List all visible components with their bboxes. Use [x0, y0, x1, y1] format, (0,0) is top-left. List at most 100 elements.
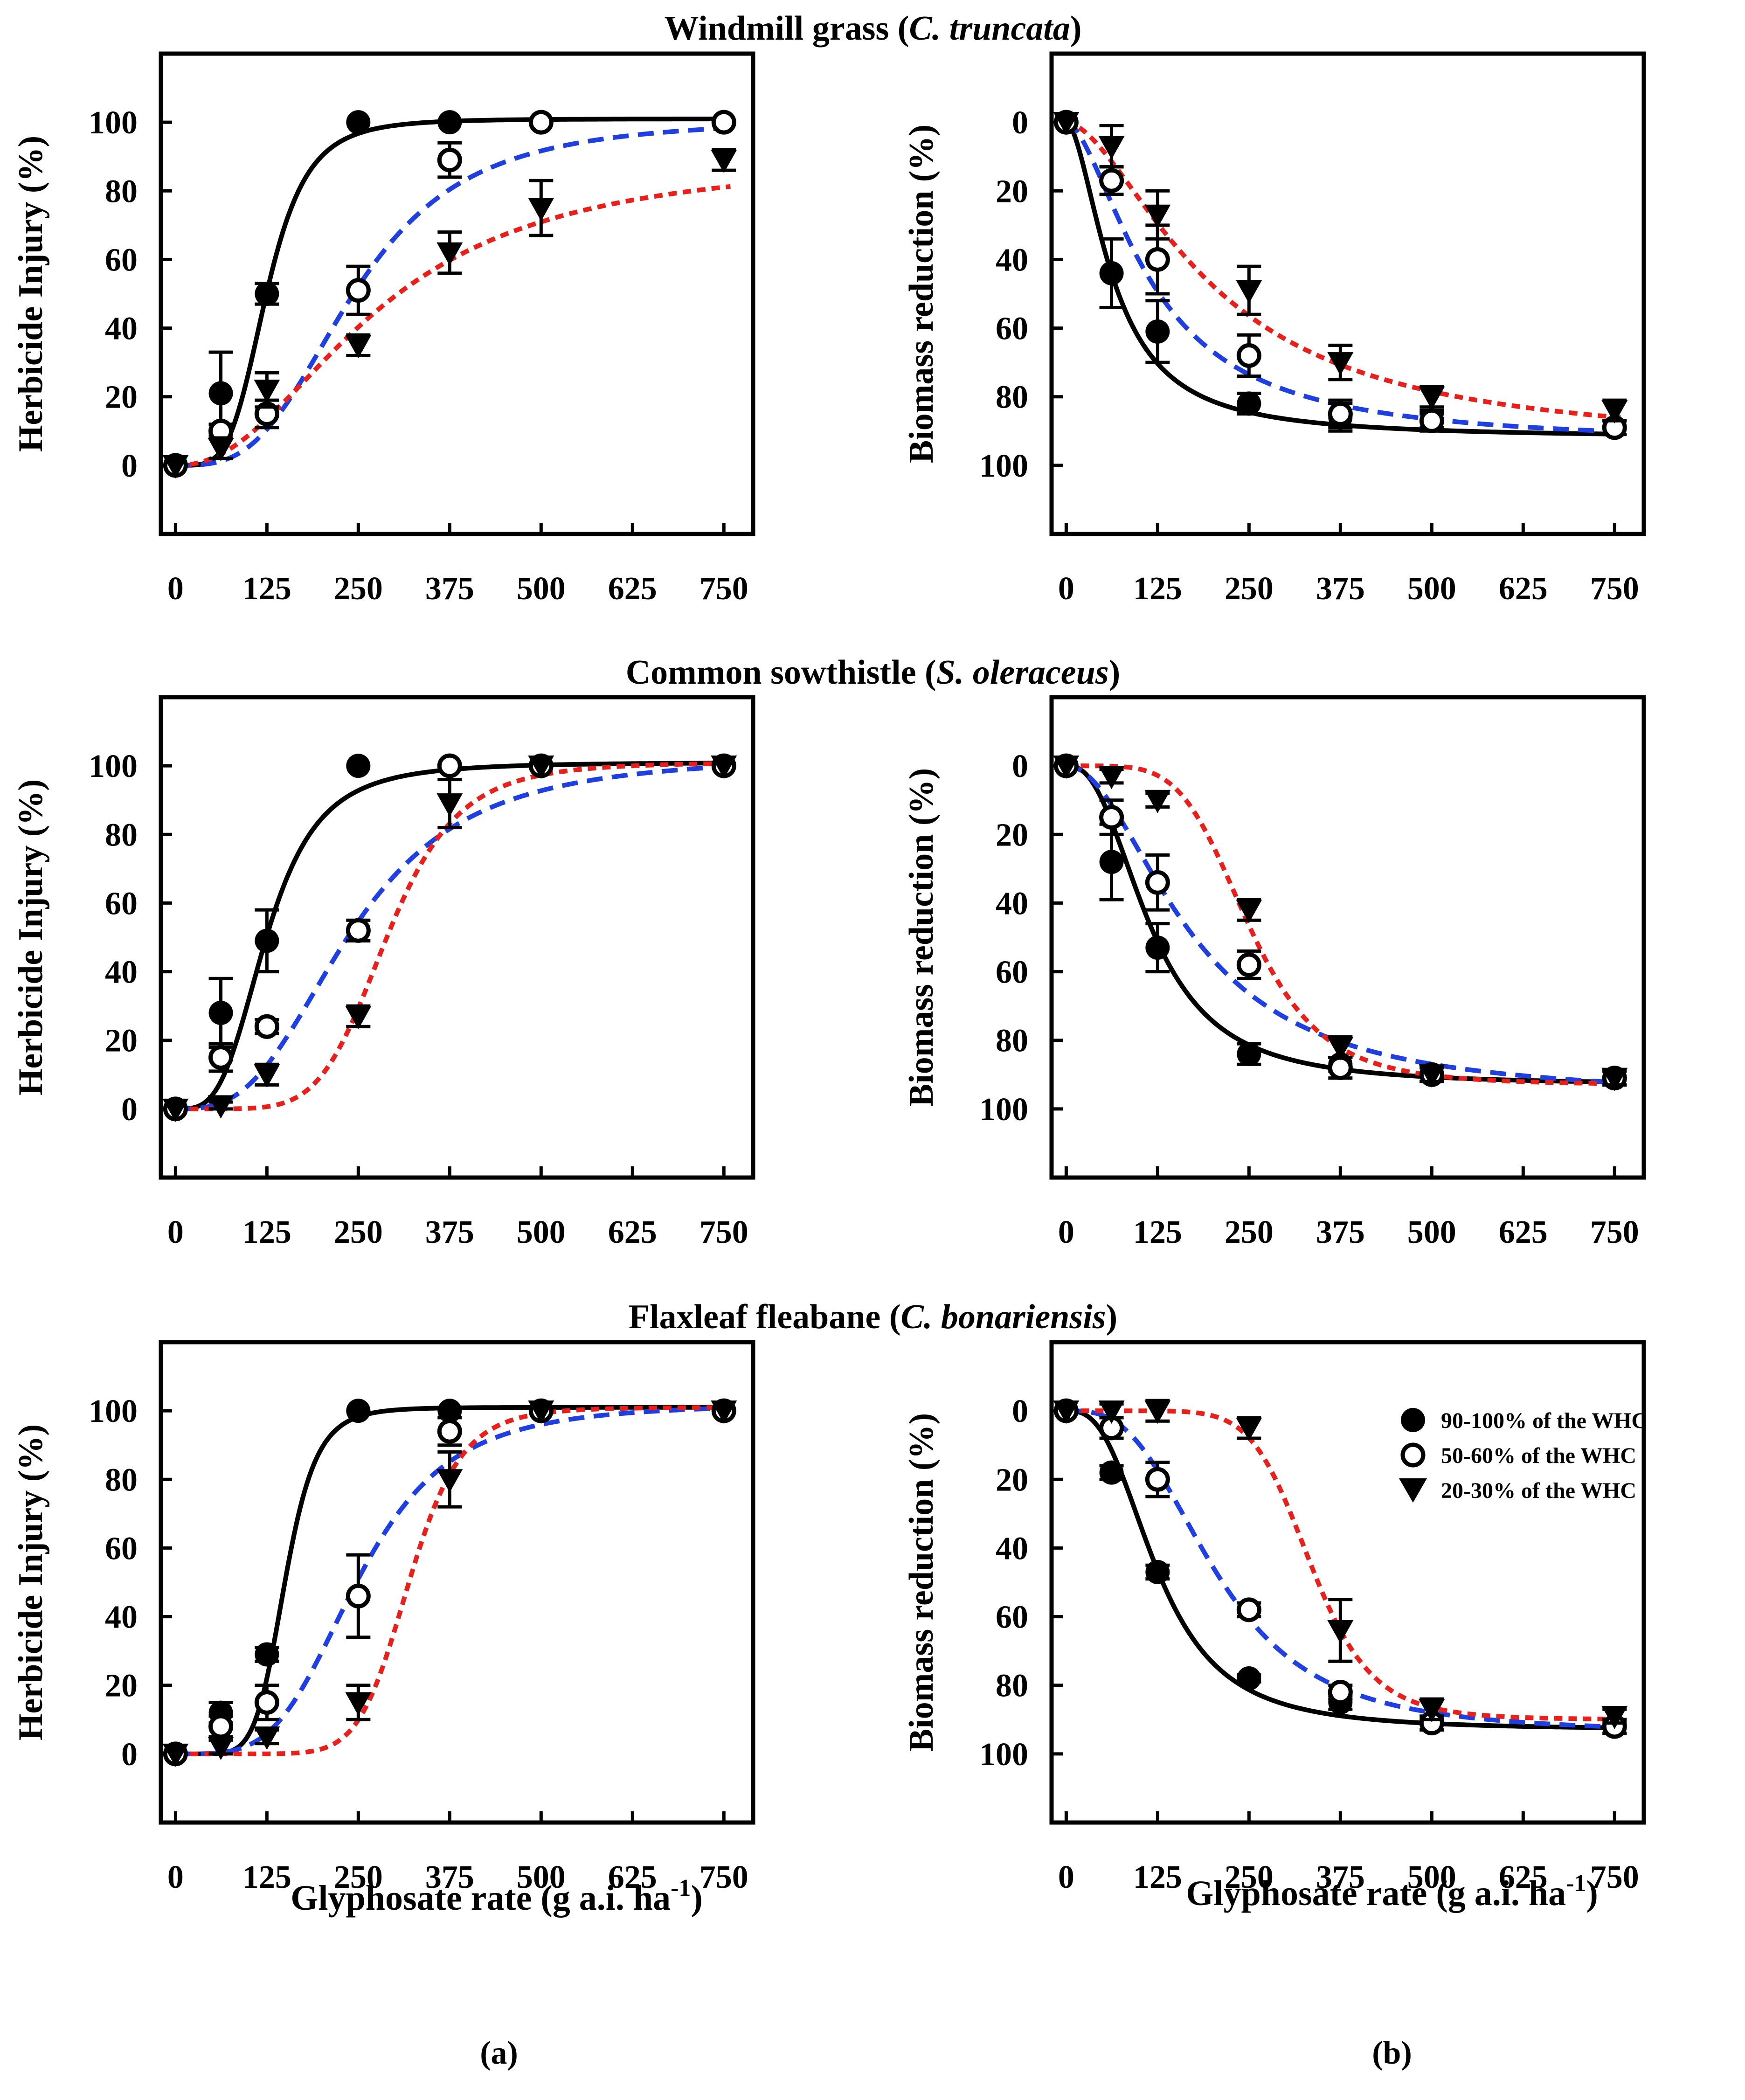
data-point-wet — [1099, 261, 1124, 285]
data-point-dry — [1053, 112, 1080, 136]
x-tick-label: 625 — [608, 571, 657, 607]
data-point-dry — [1098, 766, 1125, 790]
x-tick-label: 250 — [334, 1214, 383, 1250]
data-point-wet — [1145, 936, 1170, 960]
x-tick-label: 375 — [425, 1859, 474, 1895]
x-tick-label: 625 — [608, 1214, 657, 1250]
y-tick-label: 100 — [89, 1393, 138, 1429]
x-tick-label: 125 — [1133, 571, 1182, 607]
x-tick-label: 0 — [1058, 571, 1074, 607]
data-point-mid — [254, 1014, 279, 1039]
data-point-dry — [1236, 280, 1262, 304]
data-point-mid — [528, 110, 554, 135]
y-tick-label: 100 — [979, 448, 1028, 484]
data-point-dry — [1327, 352, 1354, 376]
row-title-common-sowthistle: Common sowthistle (S. oleraceus) — [626, 653, 1121, 692]
x-axis-label-right: Glyphosate rate (g a.i. ha-1) — [1186, 1870, 1598, 1913]
plot-frame — [1049, 695, 1646, 1180]
data-point-dry — [345, 1692, 372, 1716]
x-tick-label: 250 — [334, 571, 383, 607]
y-tick-label: 80 — [105, 817, 138, 853]
y-tick-label: 60 — [105, 242, 138, 278]
data-point-mid — [1236, 1597, 1261, 1622]
y-tick-label: 60 — [996, 311, 1028, 347]
x-tick-label: 500 — [1407, 1859, 1456, 1895]
data-point-dry — [1144, 790, 1171, 813]
y-tick-label: 60 — [105, 886, 138, 922]
data-point-dry — [711, 150, 737, 173]
y-tick-label: 40 — [996, 886, 1028, 922]
x-tick-label: 750 — [699, 571, 748, 607]
y-tick-label: 100 — [89, 105, 138, 141]
x-tick-label: 750 — [699, 1214, 748, 1250]
y-tick-label: 20 — [996, 173, 1028, 209]
data-point-mid — [208, 1714, 234, 1739]
legend-label-dry: 20-30% of the WHC — [1441, 1478, 1636, 1503]
y-tick-label: 80 — [996, 380, 1028, 416]
data-point-mid — [1236, 343, 1261, 368]
data-point-dry — [436, 242, 463, 266]
x-axis-label-left: Glyphosate rate (g a.i. ha-1) — [291, 1875, 703, 1918]
data-point-dry — [1419, 386, 1445, 410]
y-axis-label: Herbicide Injury (%) — [12, 1424, 50, 1740]
y-tick-label: 100 — [979, 1737, 1028, 1773]
x-tick-label: 250 — [1225, 571, 1274, 607]
data-point-dry — [528, 198, 554, 222]
data-point-mid — [1328, 1679, 1353, 1705]
x-tick-label: 375 — [1316, 1859, 1365, 1895]
y-axis-label: Biomass reduction (%) — [902, 125, 941, 463]
data-point-mid — [346, 918, 371, 943]
x-tick-label: 750 — [699, 1859, 748, 1895]
data-point-dry — [254, 1726, 280, 1750]
data-point-dry — [1053, 1400, 1080, 1424]
plot-injury-windmill-grass: 0 20 40 60 80 100 0 125 250 375 500 625 750 Herbicide… — [12, 51, 755, 607]
data-point-dry — [1601, 1705, 1628, 1729]
data-point-mid — [1328, 402, 1353, 426]
plot-frame — [1049, 1340, 1646, 1825]
data-point-dry — [528, 755, 554, 779]
x-tick-label: 250 — [1225, 1214, 1274, 1250]
plot-biomass-windmill-grass: 0 20 40 60 80 100 0 125 250 375 500 625 750 Biomass r… — [902, 51, 1646, 607]
data-point-dry — [208, 438, 234, 462]
data-point-wet — [208, 1000, 233, 1025]
data-point-dry — [208, 1095, 234, 1119]
data-point-wet — [346, 754, 371, 778]
x-tick-label: 0 — [167, 571, 184, 607]
fit-curve-dry — [1066, 120, 1621, 420]
y-tick-label: 80 — [105, 173, 138, 209]
data-point-dry — [162, 1098, 189, 1122]
x-tick-label: 0 — [1058, 1214, 1074, 1250]
y-tick-label: 20 — [105, 1668, 138, 1704]
plot-frame — [1049, 51, 1646, 536]
data-point-dry — [254, 1064, 280, 1088]
data-point-wet — [437, 110, 462, 135]
data-point-dry — [1236, 1417, 1262, 1441]
x-tick-label: 625 — [608, 1859, 657, 1895]
data-point-mid — [1145, 247, 1170, 272]
data-point-mid — [711, 110, 736, 135]
x-tick-label: 250 — [1225, 1859, 1274, 1895]
legend-label-mid: 50-60% of the WHC — [1441, 1443, 1636, 1468]
plot-frame — [159, 695, 755, 1180]
y-tick-label: 40 — [105, 955, 138, 991]
y-tick-label: 40 — [105, 311, 138, 347]
x-tick-label: 500 — [517, 571, 566, 607]
data-point-wet — [1145, 319, 1170, 344]
data-point-dry — [711, 1400, 737, 1424]
data-point-wet — [1237, 391, 1261, 416]
data-point-dry — [1053, 755, 1080, 779]
y-tick-label: 60 — [105, 1531, 138, 1566]
data-point-dry — [345, 335, 372, 359]
plot-injury-flaxleaf-fleabane: 0 20 40 60 80 100 0 125 250 375 500 625 750 Herbicide… — [12, 1340, 755, 1895]
y-tick-label: 0 — [121, 448, 138, 484]
y-tick-label: 0 — [1012, 749, 1028, 784]
data-point-mid — [1145, 870, 1170, 895]
data-point-mid — [1236, 952, 1261, 977]
x-tick-label: 750 — [1590, 1859, 1639, 1895]
data-point-wet — [1145, 1559, 1170, 1584]
fit-curve-dry — [1066, 763, 1621, 1086]
data-point-dry — [436, 793, 463, 817]
data-point-dry — [1098, 136, 1125, 159]
x-tick-label: 625 — [1499, 571, 1548, 607]
